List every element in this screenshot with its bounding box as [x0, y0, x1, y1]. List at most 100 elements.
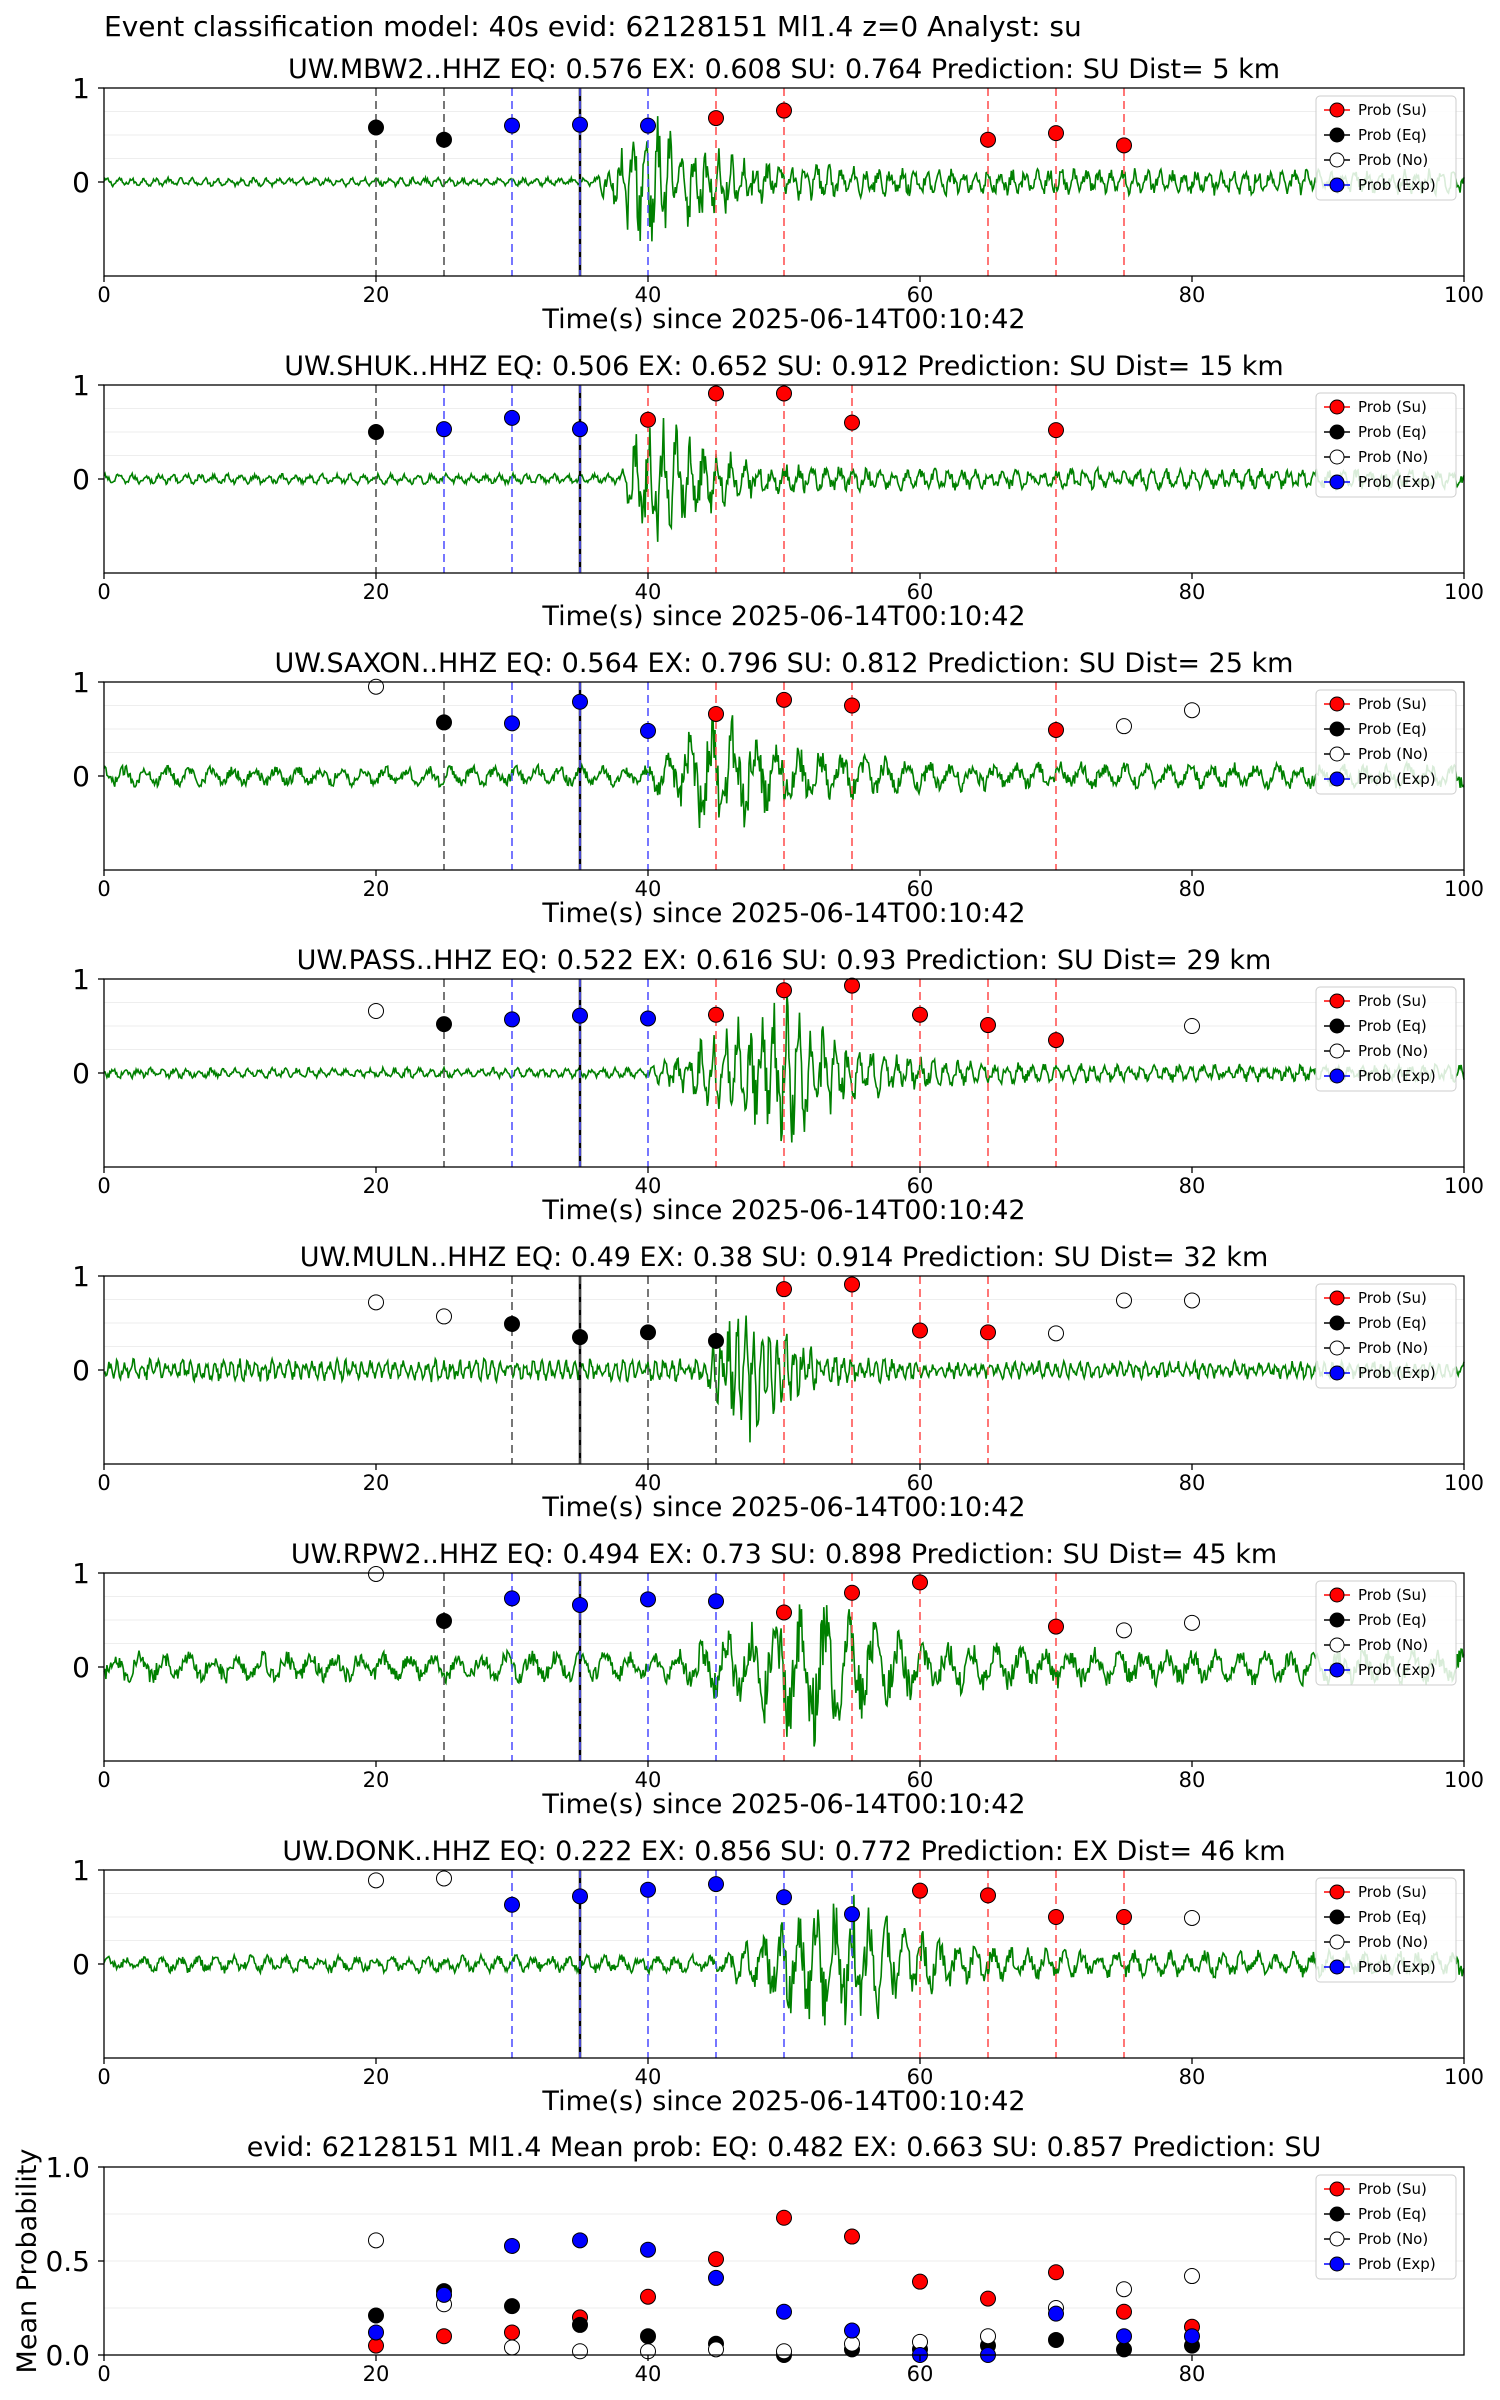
- panel-5-legend-label-su: Prob (Su): [1358, 1289, 1427, 1307]
- panel-mean-point-no-2: [504, 2339, 520, 2356]
- panel-mean-point-su-10: [1048, 2264, 1064, 2281]
- panel-mean-ytick-label-1: 0.5: [45, 2245, 90, 2278]
- panel-1-legend-label-eq: Prob (Eq): [1358, 126, 1427, 144]
- panel-5-point-0: [368, 1294, 384, 1311]
- panel-6-xtick-label-4: 80: [1179, 1768, 1206, 1792]
- panel-3-xtick-label-2: 40: [635, 877, 662, 901]
- panel-1-xtick-label-1: 20: [363, 283, 390, 307]
- panel-7-title: UW.DONK..HHZ EQ: 0.222 EX: 0.856 SU: 0.7…: [282, 1836, 1285, 1867]
- panel-3-legend-label-su: Prob (Su): [1358, 695, 1427, 713]
- panel-1-xtick-label-0: 0: [97, 283, 110, 307]
- panel-5-legend-marker-no: [1329, 1340, 1345, 1356]
- panel-3-legend-marker-eq: [1329, 721, 1345, 737]
- panel-4-point-11: [1184, 1018, 1200, 1034]
- panel-6-legend-marker-no: [1329, 1637, 1345, 1653]
- panel-4-point-7: [844, 977, 860, 994]
- panel-6: UW.RPW2..HHZ EQ: 0.494 EX: 0.73 SU: 0.89…: [72, 1539, 1484, 1820]
- panel-mean-legend-marker-no: [1329, 2231, 1345, 2247]
- panel-3-xtick-label-3: 60: [907, 877, 934, 901]
- panel-3-legend-marker-no: [1329, 746, 1345, 762]
- panel-5-xtick-label-1: 20: [363, 1471, 390, 1495]
- panel-2-legend-box: [1315, 392, 1457, 498]
- panel-4-point-9: [980, 1017, 996, 1034]
- panel-5-point-2: [504, 1315, 520, 1332]
- panel-mean-legend-label-su: Prob (Su): [1358, 2180, 1427, 2198]
- panel-7-legend-marker-no: [1329, 1934, 1345, 1950]
- panel-5-xtick-label-4: 80: [1179, 1471, 1206, 1495]
- panel-1-point-7: [980, 131, 996, 148]
- panel-2-point-4: [640, 411, 656, 428]
- panel-3-point-7: [844, 697, 860, 714]
- panel-3-legend-marker-su: [1329, 696, 1345, 712]
- panel-7-point-5: [708, 1876, 724, 1893]
- panel-3-xtick-label-5: 100: [1444, 877, 1484, 901]
- panel-mean-point-eq-10: [1048, 2331, 1064, 2348]
- panel-5-point-1: [436, 1308, 452, 1325]
- panel-6-xtick-label-5: 100: [1444, 1768, 1484, 1792]
- panel-7-ytick-label-1: 0: [72, 1948, 90, 1981]
- panel-5-legend-marker-su: [1329, 1290, 1345, 1306]
- panel-4-legend-marker-no: [1329, 1043, 1345, 1059]
- panel-3-ytick-label-0: 1: [72, 666, 90, 699]
- panel-7-point-2: [504, 1896, 520, 1913]
- panel-6-legend-label-no: Prob (No): [1358, 1636, 1428, 1654]
- panel-1-xtick-label-5: 100: [1444, 283, 1484, 307]
- panel-5-point-11: [1116, 1292, 1132, 1309]
- panel-4-legend-marker-eq: [1329, 1018, 1345, 1034]
- panel-5-point-3: [572, 1329, 588, 1346]
- panel-2-point-6: [776, 385, 792, 402]
- panel-4-point-4: [640, 1010, 656, 1027]
- panel-1-legend-marker-eq: [1329, 127, 1345, 143]
- panel-5-legend-label-no: Prob (No): [1358, 1339, 1428, 1357]
- panel-4-xtick-label-0: 0: [97, 1174, 110, 1198]
- panel-5-ytick-label-1: 0: [72, 1354, 90, 1387]
- panel-5-point-8: [912, 1322, 928, 1339]
- panel-4-ytick-label-0: 1: [72, 963, 90, 996]
- panel-2: UW.SHUK..HHZ EQ: 0.506 EX: 0.652 SU: 0.9…: [72, 351, 1484, 632]
- panel-mean-legend-box: [1315, 2174, 1457, 2280]
- panel-mean-point-eq-0: [368, 2307, 384, 2324]
- panel-3-legend-marker-exp: [1329, 771, 1345, 787]
- panel-2-legend-label-exp: Prob (Exp): [1358, 473, 1436, 491]
- panel-7-point-0: [368, 1872, 384, 1889]
- panel-5-legend-label-exp: Prob (Exp): [1358, 1364, 1436, 1382]
- panel-2-legend-label-su: Prob (Su): [1358, 398, 1427, 416]
- panel-2-ytick-label-1: 0: [72, 463, 90, 496]
- panel-3-ytick-label-1: 0: [72, 760, 90, 793]
- panel-7-xtick-label-3: 60: [907, 2065, 934, 2089]
- panel-7-xtick-label-1: 20: [363, 2065, 390, 2089]
- panel-7-xlabel: Time(s) since 2025-06-14T00:10:42: [541, 2086, 1025, 2117]
- panel-mean-point-exp-4: [640, 2241, 656, 2258]
- panel-mean: evid: 62128151 Ml1.4 Mean prob: EQ: 0.48…: [12, 2132, 1465, 2386]
- panel-mean-point-su-1: [436, 2328, 452, 2345]
- panel-6-ytick-label-0: 1: [72, 1557, 90, 1590]
- panel-4-legend-label-su: Prob (Su): [1358, 992, 1427, 1010]
- panel-4-legend-marker-exp: [1329, 1068, 1345, 1084]
- panel-1-point-3: [572, 116, 588, 133]
- panel-3-legend-label-exp: Prob (Exp): [1358, 770, 1436, 788]
- panel-3-waveform: [103, 714, 1465, 829]
- panel-1-legend-marker-no: [1329, 152, 1345, 168]
- panel-3-xtick-label-4: 80: [1179, 877, 1206, 901]
- panel-mean-legend-label-eq: Prob (Eq): [1358, 2205, 1427, 2223]
- panel-7-point-10: [1048, 1909, 1064, 1925]
- panel-3-title: UW.SAXON..HHZ EQ: 0.564 EX: 0.796 SU: 0.…: [275, 648, 1294, 679]
- panel-1-point-2: [504, 117, 520, 134]
- panel-3-point-2: [504, 715, 520, 732]
- panel-1-legend-label-no: Prob (No): [1358, 151, 1428, 169]
- panel-mean-point-su-5: [708, 2251, 724, 2268]
- panel-mean-point-su-4: [640, 2288, 656, 2305]
- panel-5-legend-marker-exp: [1329, 1365, 1345, 1381]
- panel-6-xtick-label-0: 0: [97, 1768, 110, 1792]
- panel-3: UW.SAXON..HHZ EQ: 0.564 EX: 0.796 SU: 0.…: [72, 648, 1484, 929]
- panel-4-waveform: [103, 992, 1465, 1143]
- panel-1-xtick-label-3: 60: [907, 283, 934, 307]
- panel-3-point-9: [1116, 718, 1132, 735]
- panel-6-point-0: [368, 1565, 384, 1582]
- panel-2-point-2: [504, 409, 520, 426]
- panel-2-point-8: [1048, 422, 1064, 439]
- panel-mean-xtick-label-4: 80: [1179, 2362, 1206, 2386]
- panel-mean-ytick-label-0: 1.0: [45, 2151, 90, 2184]
- panel-mean-legend-marker-exp: [1329, 2256, 1345, 2272]
